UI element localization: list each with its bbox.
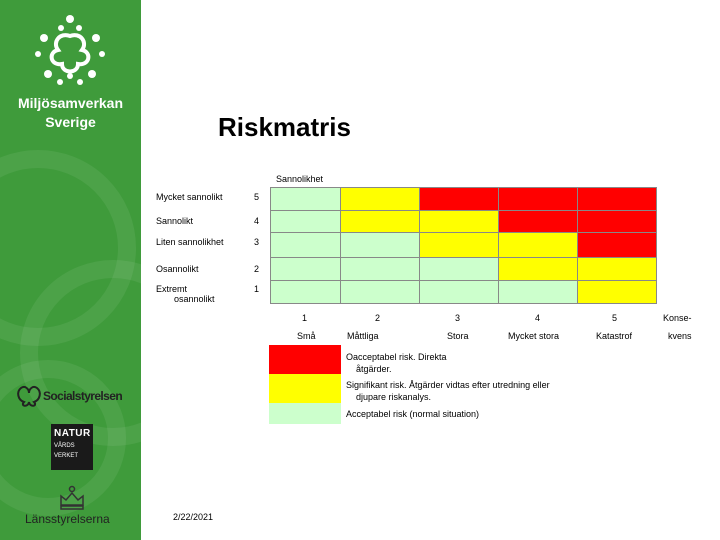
- matrix-cell: [419, 232, 499, 258]
- matrix-cell: [340, 187, 420, 211]
- socialstyrelsen-emblem-icon: [17, 385, 41, 407]
- legend-red-line1: Oacceptabel risk. Direkta: [346, 352, 447, 362]
- col-score-3: 3: [455, 313, 461, 323]
- naturvardsverket-logo: NATUR VÅRDS VERKET: [51, 424, 93, 470]
- lansstyrelserna-text: Länsstyrelserna: [25, 512, 110, 526]
- legend-yellow-line1: Signifikant risk. Åtgärder vidtas efter …: [346, 380, 550, 390]
- matrix-cell: [270, 280, 341, 304]
- row-label-1-line1: Extremt: [156, 284, 188, 294]
- matrix-cell: [498, 280, 578, 304]
- x-axis-label-line2: kvens: [668, 331, 692, 341]
- org-name-line1: Miljösamverkan: [17, 95, 124, 111]
- slide-date: 2/22/2021: [173, 512, 214, 522]
- crown-icon: [60, 485, 84, 510]
- row-score-5: 5: [254, 192, 260, 202]
- col-score-5: 5: [612, 313, 618, 323]
- matrix-cell: [498, 232, 578, 258]
- row-label-2: Osannolikt: [156, 264, 199, 274]
- row-label-1-line2: osannolikt: [174, 294, 215, 304]
- socialstyrelsen-text: Socialstyrelsen: [43, 389, 123, 403]
- naturvardsverket-text-2: VÅRDS: [54, 443, 75, 449]
- y-axis-label: Sannolikhet: [276, 174, 324, 184]
- matrix-cell: [340, 257, 420, 281]
- col-score-1: 1: [302, 313, 308, 323]
- row-label-3: Liten sannolikhet: [156, 237, 224, 247]
- legend-text-yellow: Signifikant risk. Åtgärder vidtas efter …: [346, 379, 550, 403]
- row-label-5: Mycket sannolikt: [156, 192, 223, 202]
- col-score-4: 4: [535, 313, 541, 323]
- matrix-cell: [498, 187, 578, 211]
- matrix-cell: [419, 187, 499, 211]
- naturvardsverket-text-1: NATUR: [54, 428, 91, 439]
- matrix-cell: [419, 257, 499, 281]
- matrix-cell: [577, 257, 657, 281]
- col-label-2: Måttliga: [347, 331, 379, 341]
- matrix-cell: [270, 257, 341, 281]
- legend-red-line2: åtgärder.: [356, 364, 392, 374]
- matrix-cell: [498, 210, 578, 233]
- row-score-1: 1: [254, 284, 260, 294]
- legend-text-red: Oacceptabel risk. Direkta åtgärder.: [346, 351, 447, 375]
- matrix-cell: [340, 210, 420, 233]
- col-label-5: Katastrof: [596, 331, 633, 341]
- sidebar: Miljösamverkan Sverige: [0, 0, 141, 540]
- matrix-cell: [498, 257, 578, 281]
- col-label-1: Små: [297, 331, 316, 341]
- row-score-3: 3: [254, 237, 260, 247]
- col-score-2: 2: [375, 313, 381, 323]
- row-score-4: 4: [254, 216, 260, 226]
- legend-yellow-line2: djupare riskanalys.: [356, 392, 432, 402]
- page-title: Riskmatris: [218, 112, 351, 142]
- legend-text-green: Acceptabel risk (normal situation): [346, 409, 480, 419]
- matrix-cell: [419, 210, 499, 233]
- matrix-cell: [577, 210, 657, 233]
- col-label-3: Stora: [447, 331, 469, 341]
- matrix-cell: [270, 210, 341, 233]
- col-label-4: Mycket stora: [508, 331, 560, 341]
- matrix-cell: [577, 187, 657, 211]
- org-name-line2: Sverige: [45, 114, 96, 130]
- matrix-cell: [577, 280, 657, 304]
- matrix-cell: [340, 280, 420, 304]
- socialstyrelsen-logo: Socialstyrelsen: [16, 384, 131, 408]
- matrix-cell: [270, 232, 341, 258]
- naturvardsverket-text-3: VERKET: [54, 453, 79, 459]
- legend-swatch-yellow: [269, 374, 341, 403]
- matrix-cell: [419, 280, 499, 304]
- matrix-cell: [270, 187, 341, 211]
- row-label-4: Sannolikt: [156, 216, 194, 226]
- legend-swatch-green: [269, 403, 341, 424]
- matrix-cell: [340, 232, 420, 258]
- x-axis-label-line1: Konse-: [663, 313, 692, 323]
- legend-swatch-red: [269, 345, 341, 374]
- matrix-cell: [577, 232, 657, 258]
- row-score-2: 2: [254, 264, 260, 274]
- flower-logo-icon: [35, 15, 105, 85]
